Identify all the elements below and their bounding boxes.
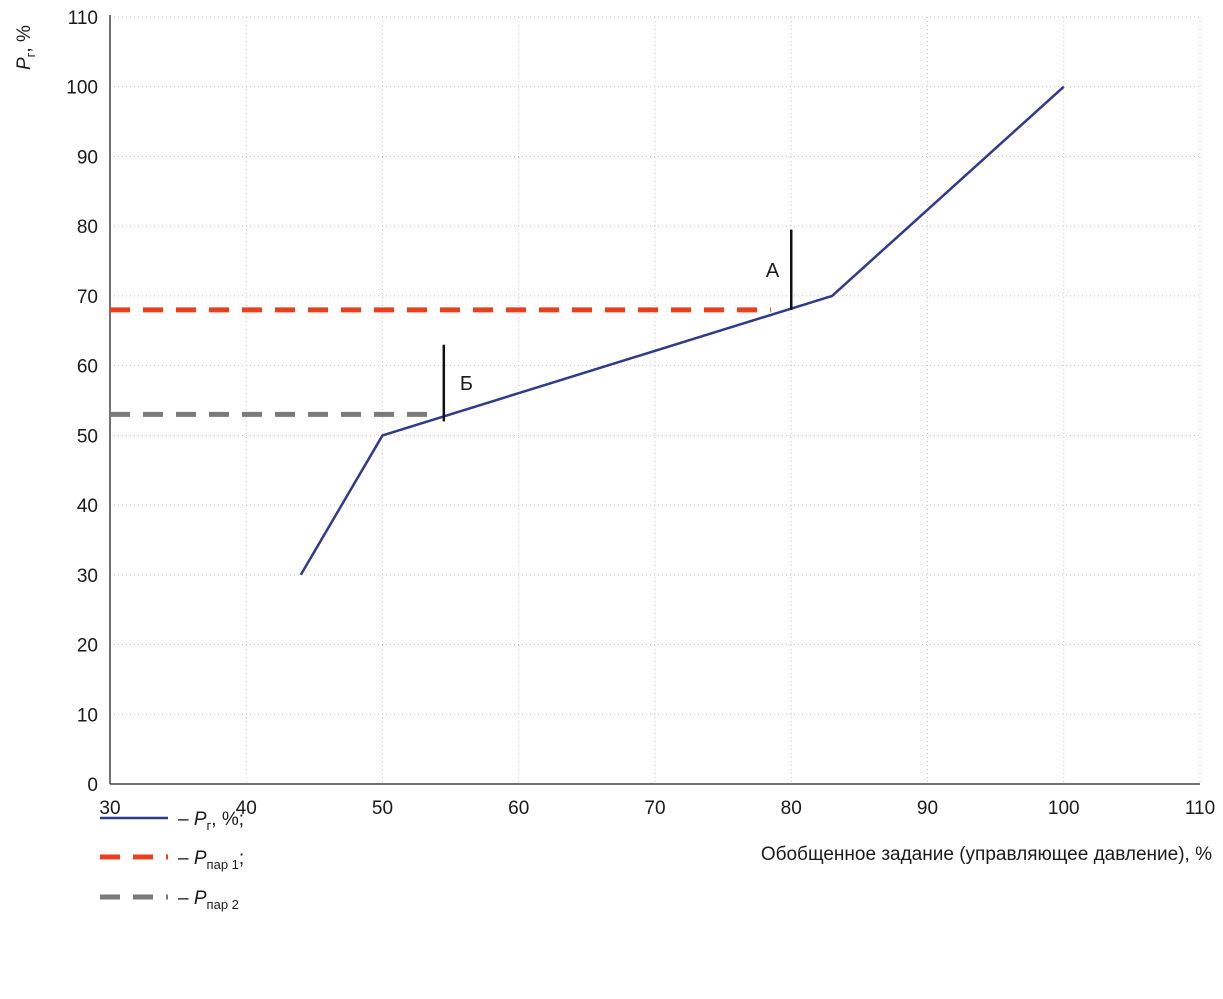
axis-titles: Обобщенное задание (управляющее давление… xyxy=(14,25,1212,865)
annotations: АБ xyxy=(442,229,793,422)
y-tick-label: 90 xyxy=(77,147,98,168)
tick-labels: 30 40 50 60 70 80 90 100 110 0 10 20 30 40 50 60 70 80 90 1… xyxy=(66,8,1215,819)
y-axis-title: Pг, % xyxy=(14,25,38,70)
y-tick-label: 30 xyxy=(77,566,98,587)
series-group xyxy=(110,85,1065,576)
legend-label-pg: – Pг, %; xyxy=(178,809,244,833)
legend-label-ppar1: – Pпар 1; xyxy=(178,848,244,872)
x-tick-label: 110 xyxy=(1185,798,1215,819)
axes xyxy=(109,15,1200,785)
legend: – Pг, %; – Pпар 1; – Pпар 2 xyxy=(100,809,244,912)
x-tick-label: 60 xyxy=(508,798,529,819)
y-tick-label: 100 xyxy=(66,78,98,99)
y-tick-label: 110 xyxy=(68,8,98,29)
x-tick-label: 50 xyxy=(372,798,393,819)
y-tick-label: 40 xyxy=(77,496,98,517)
y-tick-label: 10 xyxy=(77,705,98,726)
x-tick-label: 40 xyxy=(236,798,257,819)
x-tick-label: 70 xyxy=(644,798,665,819)
y-tick-label: 60 xyxy=(77,357,98,378)
annotation-label: Б xyxy=(460,373,473,395)
x-tick-label: 30 xyxy=(99,798,120,819)
grid-lines xyxy=(110,16,1201,784)
y-tick-label: 50 xyxy=(77,426,98,447)
x-tick-label: 80 xyxy=(781,798,802,819)
series-line-pg xyxy=(299,85,1065,576)
x-axis-title: Обобщенное задание (управляющее давление… xyxy=(761,844,1212,865)
y-tick-label: 70 xyxy=(77,287,98,308)
x-tick-label: 100 xyxy=(1048,798,1080,819)
y-tick-label: 20 xyxy=(77,636,98,657)
legend-label-ppar2: – Pпар 2 xyxy=(178,888,239,912)
annotation-label: А xyxy=(766,260,780,282)
x-tick-label: 90 xyxy=(917,798,938,819)
y-tick-label: 80 xyxy=(77,217,98,238)
y-tick-label: 0 xyxy=(87,775,98,796)
